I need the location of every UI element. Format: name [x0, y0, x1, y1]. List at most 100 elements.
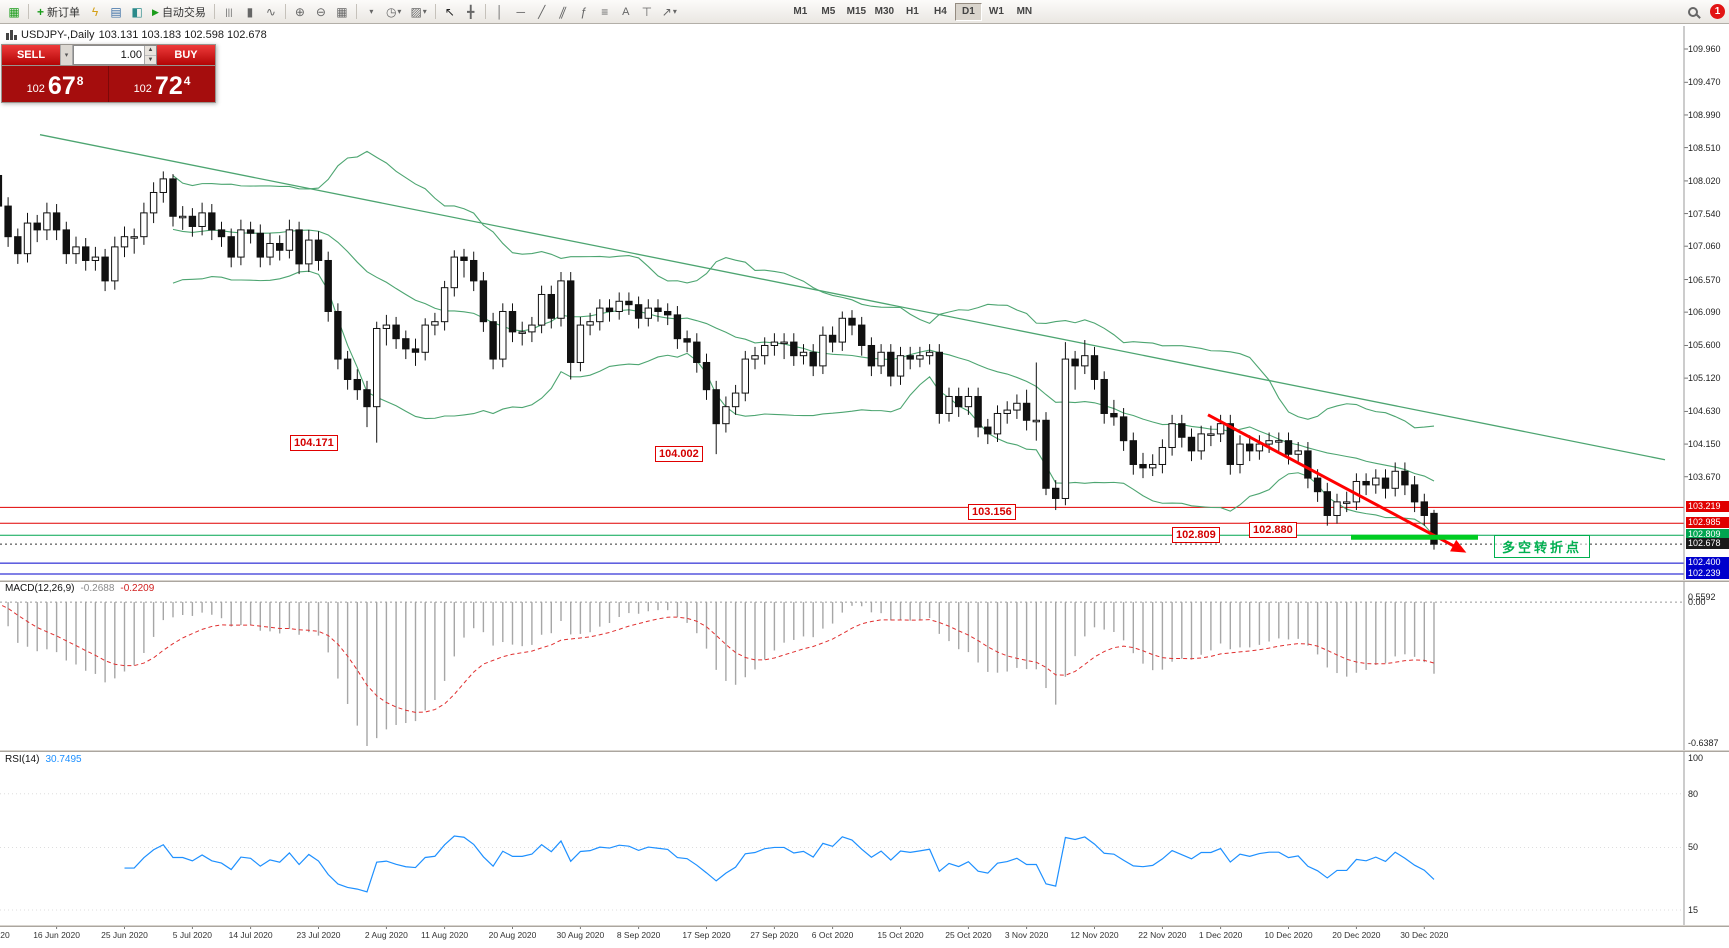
toolbar-separator [213, 4, 215, 19]
arrows-button[interactable]: ↗ ▾ [658, 2, 681, 22]
timeframe-button-mn[interactable]: MN [1016, 6, 1033, 17]
tile-windows-button[interactable]: ▦ [332, 2, 352, 22]
lot-increase-icon[interactable]: ▲ [145, 46, 156, 56]
autotrading-label: 自动交易 [161, 6, 206, 19]
ask-price-button[interactable]: 102 72 4 [109, 66, 215, 102]
bid-sup: 8 [76, 74, 84, 88]
rsi-pane-label: RSI(14) 30.7495 [5, 754, 82, 765]
label-button[interactable]: ⊤ [637, 2, 657, 22]
chart-ohlc-values: 103.131 103.183 102.598 102.678 [98, 29, 267, 41]
market-watch-button[interactable]: ▤ [106, 2, 126, 22]
one-click-trading-panel: SELL ▾ 1.00 ▲ ▼ BUY 102 67 8 102 72 4 [1, 44, 216, 103]
new-order-button[interactable]: + 新订单 [33, 2, 84, 22]
lot-size-field[interactable]: 1.00 ▲ ▼ [73, 45, 157, 65]
line-chart-button[interactable]: ∿ [261, 2, 281, 22]
ask-main: 72 [154, 72, 183, 100]
trade-panel-dropdown[interactable]: ▾ [60, 45, 73, 65]
trendline-button[interactable]: ╱ [532, 2, 552, 22]
vertical-line-button[interactable]: │ [490, 2, 510, 22]
notification-badge[interactable]: 1 [1710, 4, 1725, 19]
toolbar-separator [355, 4, 357, 19]
periods-button[interactable]: ◷ ▾ [382, 2, 406, 22]
new-order-label: 新订单 [47, 6, 81, 19]
timeframe-button-m1[interactable]: M1 [793, 6, 808, 17]
horizontal-line-icon: ─ [516, 4, 526, 19]
chart-symbol-period: USDJPY-,Daily [21, 29, 95, 41]
fibonacci-icon: ƒ [580, 4, 588, 19]
ask-prefix: 102 [133, 83, 152, 95]
search-button[interactable] [1683, 2, 1703, 22]
crosshair-button[interactable]: ╋ [461, 2, 481, 22]
channel-button[interactable]: ∥ [553, 2, 573, 22]
zoom-out-button[interactable]: ⊖ [311, 2, 331, 22]
chevron-down-icon: ▾ [397, 7, 402, 16]
text-icon: A [622, 5, 630, 18]
metaeditor-icon: ϟ [91, 4, 99, 19]
tile-windows-icon: ▦ [336, 4, 348, 19]
bid-price-button[interactable]: 102 67 8 [2, 66, 109, 102]
candle-chart-button[interactable]: ▮ [240, 2, 260, 22]
sell-button[interactable]: SELL [2, 45, 60, 65]
bid-prefix: 102 [26, 83, 45, 95]
new-chart-button[interactable]: ▦ [4, 2, 24, 22]
toolbar-separator [28, 4, 29, 19]
chevron-down-icon: ▾ [369, 7, 374, 16]
chart-window-icon: ▦ [8, 4, 20, 19]
timeframe-button-d1[interactable]: D1 [954, 2, 982, 21]
ask-sup: 4 [183, 74, 191, 88]
trendline-icon: ╱ [538, 4, 546, 19]
clock-icon: ◷ [385, 4, 397, 19]
metaeditor-button[interactable]: ϟ [85, 2, 105, 22]
buy-button[interactable]: BUY [157, 45, 215, 65]
zoom-in-icon: ⊕ [294, 4, 305, 19]
bar-chart-icon: ||| [225, 6, 233, 17]
templates-button[interactable]: ▨ ▾ [406, 2, 430, 22]
timeframe-button-m15[interactable]: M15 [846, 6, 867, 17]
indicators-button[interactable]: ▾ [361, 2, 381, 22]
bar-chart-button[interactable]: ||| [219, 2, 239, 22]
crosshair-icon: ╋ [467, 4, 475, 19]
template-icon: ▨ [410, 4, 422, 19]
levels-button[interactable]: ≡ [595, 2, 615, 22]
timeframe-button-w1[interactable]: W1 [988, 6, 1004, 17]
macd-name: MACD(12,26,9) [5, 583, 75, 594]
timeframe-button-m30[interactable]: M30 [874, 6, 895, 17]
zoom-out-icon: ⊖ [315, 4, 326, 19]
lot-decrease-icon[interactable]: ▼ [145, 55, 156, 64]
new-order-icon: + [37, 4, 45, 19]
chart-title-icon [6, 30, 17, 40]
autotrading-play-icon: ▶ [152, 6, 159, 17]
timeframe-button-h4[interactable]: H4 [933, 6, 947, 17]
text-button[interactable]: A [616, 2, 636, 22]
candle-chart-icon: ▮ [246, 4, 254, 19]
chevron-down-icon: ▾ [422, 7, 427, 16]
chevron-down-icon: ▾ [672, 7, 677, 16]
macd-signal-value: -0.2209 [120, 583, 155, 594]
channel-icon: ∥ [556, 4, 569, 19]
rsi-name: RSI(14) [5, 754, 40, 765]
vertical-line-icon: │ [496, 4, 504, 19]
toolbar: ▦ + 新订单 ϟ ▤ ◧ ▶ 自动交易 ||| ▮ ∿ ⊕ ⊖ ▦ ▾ ◷ ▾ … [0, 0, 1729, 24]
zoom-in-button[interactable]: ⊕ [290, 2, 310, 22]
autotrading-button[interactable]: ▶ 自动交易 [148, 2, 210, 22]
rsi-value: 30.7495 [45, 754, 82, 765]
toolbar-separator [434, 4, 436, 19]
data-window-icon: ◧ [131, 4, 143, 19]
label-icon: ⊤ [641, 4, 653, 19]
fibonacci-button[interactable]: ƒ [574, 2, 594, 22]
timeframe-button-h1[interactable]: H1 [905, 6, 919, 17]
timeframe-button-m5[interactable]: M5 [821, 6, 836, 17]
cursor-button[interactable]: ↖ [440, 2, 460, 22]
lot-size-value[interactable]: 1.00 [120, 49, 142, 61]
arrows-icon: ↗ [661, 4, 672, 19]
search-icon [1688, 6, 1698, 17]
bid-main: 67 [47, 72, 76, 100]
horizontal-line-button[interactable]: ─ [511, 2, 531, 22]
toolbar-separator [484, 4, 486, 19]
chart-title: USDJPY-,Daily 103.131 103.183 102.598 10… [6, 29, 267, 41]
data-window-button[interactable]: ◧ [127, 2, 147, 22]
lot-size-stepper[interactable]: ▲ ▼ [144, 46, 156, 64]
macd-pane-label: MACD(12,26,9) -0.2688 -0.2209 [5, 583, 154, 594]
